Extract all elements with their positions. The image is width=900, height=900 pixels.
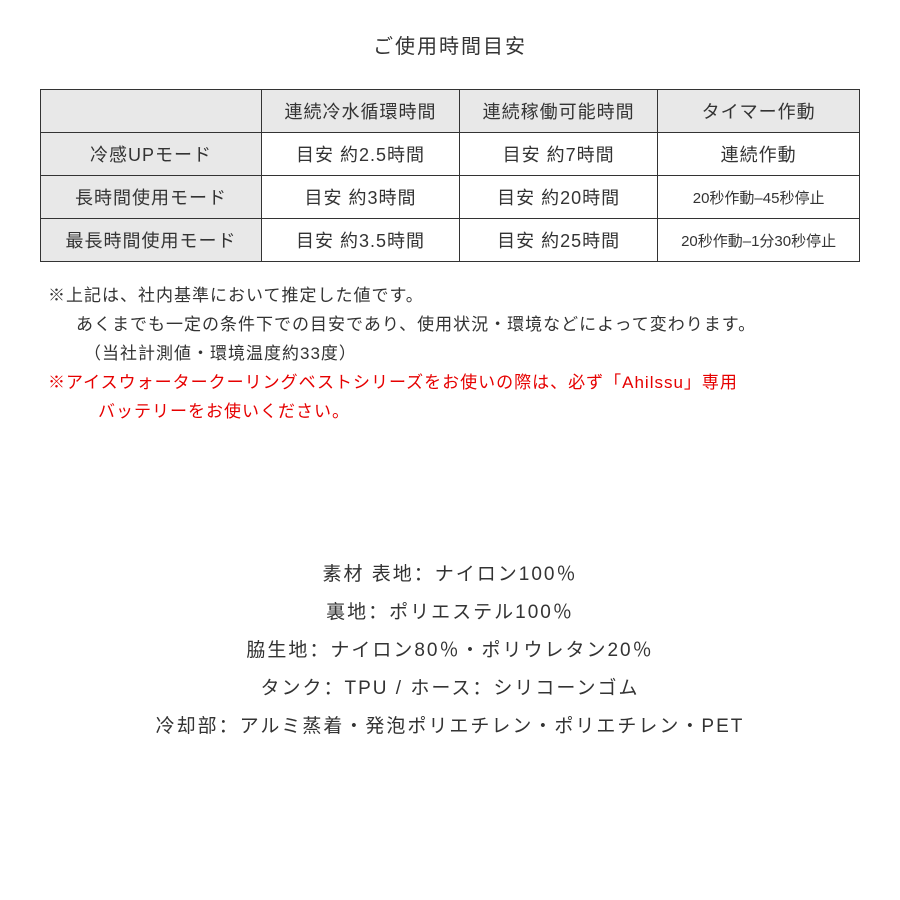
timer-cell: 20秒作動–45秒停止: [658, 176, 860, 219]
circulation-cell: 目安 約2.5時間: [261, 133, 459, 176]
note-line: あくまでも一定の条件下での目安であり、使用状況・環境などによって変わります。: [48, 311, 860, 340]
timer-cell: 20秒作動–1分30秒停止: [658, 219, 860, 262]
operation-cell: 目安 約7時間: [460, 133, 658, 176]
table-row: 長時間使用モード 目安 約3時間 目安 約20時間 20秒作動–45秒停止: [41, 176, 860, 219]
mode-label: 冷感UPモード: [41, 133, 262, 176]
operation-cell: 目安 約20時間: [460, 176, 658, 219]
table-row: 最長時間使用モード 目安 約3.5時間 目安 約25時間 20秒作動–1分30秒…: [41, 219, 860, 262]
material-line: 裏地：ポリエステル100％: [40, 594, 860, 632]
table-row: 冷感UPモード 目安 約2.5時間 目安 約7時間 連続作動: [41, 133, 860, 176]
col-header-circulation: 連続冷水循環時間: [261, 90, 459, 133]
materials-block: 素材 表地：ナイロン100％ 裏地：ポリエステル100％ 脇生地：ナイロン80％…: [40, 556, 860, 746]
circulation-cell: 目安 約3.5時間: [261, 219, 459, 262]
note-line: （当社計測値・環境温度約33度）: [48, 340, 860, 369]
material-line: 素材 表地：ナイロン100％: [40, 556, 860, 594]
col-header-empty: [41, 90, 262, 133]
material-line: タンク：TPU / ホース：シリコーンゴム: [40, 670, 860, 708]
page-title: ご使用時間目安: [40, 30, 860, 59]
note-line: ※上記は、社内基準において推定した値です。: [48, 282, 860, 311]
mode-label: 最長時間使用モード: [41, 219, 262, 262]
timer-cell: 連続作動: [658, 133, 860, 176]
warning-line: ※アイスウォータークーリングベストシリーズをお使いの際は、必ず「Ahilssu」…: [48, 369, 860, 398]
col-header-timer: タイマー作動: [658, 90, 860, 133]
usage-time-table: 連続冷水循環時間 連続稼働可能時間 タイマー作動 冷感UPモード 目安 約2.5…: [40, 89, 860, 262]
table-header-row: 連続冷水循環時間 連続稼働可能時間 タイマー作動: [41, 90, 860, 133]
operation-cell: 目安 約25時間: [460, 219, 658, 262]
material-line: 冷却部：アルミ蒸着・発泡ポリエチレン・ポリエチレン・PET: [40, 708, 860, 746]
circulation-cell: 目安 約3時間: [261, 176, 459, 219]
notes-block: ※上記は、社内基準において推定した値です。 あくまでも一定の条件下での目安であり…: [40, 282, 860, 426]
warning-line: バッテリーをお使いください。: [48, 398, 860, 427]
col-header-operation: 連続稼働可能時間: [460, 90, 658, 133]
mode-label: 長時間使用モード: [41, 176, 262, 219]
material-line: 脇生地：ナイロン80％・ポリウレタン20％: [40, 632, 860, 670]
